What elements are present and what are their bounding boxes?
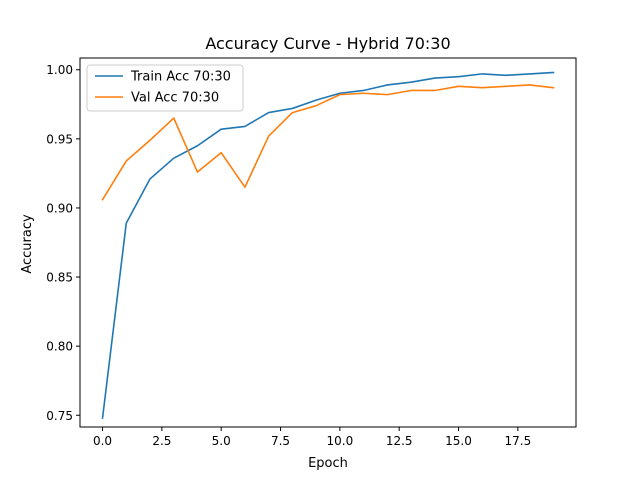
y-tick-label: 0.95 — [46, 132, 73, 146]
legend-label: Train Acc 70:30 — [130, 70, 231, 85]
x-tick-label: 10.0 — [327, 434, 354, 448]
y-tick-label: 0.90 — [46, 201, 73, 215]
chart-title: Accuracy Curve - Hybrid 70:30 — [205, 34, 450, 53]
legend: Train Acc 70:30 Val Acc 70:30 — [87, 65, 243, 111]
x-axis-label: Epoch — [308, 456, 348, 471]
x-tick-label: 0.0 — [93, 434, 112, 448]
x-tick-label: 15.0 — [445, 434, 472, 448]
y-tick-label: 0.75 — [46, 409, 73, 423]
x-tick-label: 17.5 — [504, 434, 531, 448]
y-tick-label: 0.80 — [46, 340, 73, 354]
y-tick-label: 0.85 — [46, 271, 73, 285]
y-axis-label: Accuracy — [20, 214, 35, 274]
legend-label: Val Acc 70:30 — [131, 91, 219, 106]
y-tick-label: 1.00 — [46, 63, 73, 77]
x-tick-label: 7.5 — [271, 434, 290, 448]
x-tick-label: 12.5 — [386, 434, 413, 448]
x-tick-label: 2.5 — [152, 434, 171, 448]
x-tick-label: 5.0 — [212, 434, 231, 448]
